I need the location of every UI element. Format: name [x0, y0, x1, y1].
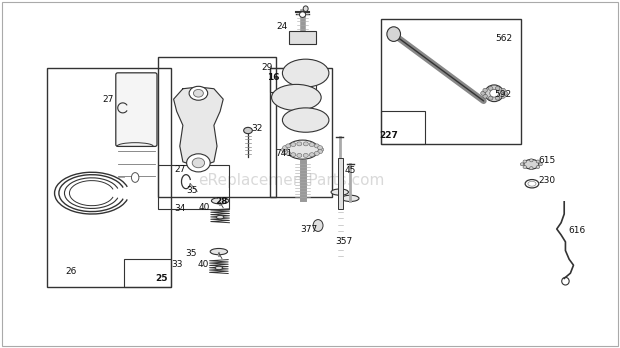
Ellipse shape [291, 143, 296, 147]
FancyBboxPatch shape [116, 73, 157, 147]
Ellipse shape [529, 167, 533, 170]
Text: eReplacementParts.com: eReplacementParts.com [198, 173, 384, 189]
Ellipse shape [187, 154, 210, 172]
Ellipse shape [539, 163, 542, 166]
Ellipse shape [483, 94, 487, 98]
Ellipse shape [193, 89, 203, 97]
Ellipse shape [501, 94, 505, 98]
Bar [381, 19, 521, 144]
Ellipse shape [495, 96, 500, 100]
Text: 35: 35 [187, 186, 198, 195]
Ellipse shape [216, 215, 224, 219]
Ellipse shape [523, 166, 526, 168]
Text: 27: 27 [103, 95, 114, 104]
Ellipse shape [536, 160, 539, 163]
Ellipse shape [503, 91, 508, 95]
Ellipse shape [297, 153, 302, 157]
Text: 40: 40 [199, 203, 210, 212]
Ellipse shape [309, 143, 314, 147]
Ellipse shape [528, 181, 536, 186]
Ellipse shape [291, 153, 296, 157]
Text: 45: 45 [345, 166, 356, 175]
Ellipse shape [211, 198, 229, 204]
Text: 33: 33 [171, 260, 182, 269]
Bar [158, 165, 229, 209]
Ellipse shape [485, 85, 503, 102]
Ellipse shape [501, 88, 505, 92]
Ellipse shape [529, 159, 533, 162]
Ellipse shape [286, 144, 291, 148]
Ellipse shape [490, 89, 498, 97]
Ellipse shape [192, 158, 205, 168]
Ellipse shape [342, 195, 359, 201]
Ellipse shape [495, 86, 500, 90]
Ellipse shape [524, 159, 539, 169]
Ellipse shape [317, 145, 322, 150]
Bar [158, 57, 276, 197]
Text: 25: 25 [155, 274, 167, 283]
Ellipse shape [314, 144, 319, 148]
Bar [270, 68, 316, 92]
Ellipse shape [286, 140, 319, 159]
Ellipse shape [313, 220, 323, 231]
Ellipse shape [523, 160, 526, 163]
Text: 741: 741 [275, 149, 293, 158]
Ellipse shape [489, 96, 493, 100]
Text: 40: 40 [198, 260, 209, 269]
Ellipse shape [387, 27, 401, 41]
Text: 34: 34 [174, 204, 185, 213]
Ellipse shape [480, 91, 485, 95]
Text: 24: 24 [277, 22, 288, 31]
Bar [381, 111, 425, 144]
Bar [338, 158, 343, 209]
Ellipse shape [303, 6, 308, 11]
Polygon shape [174, 87, 223, 167]
Ellipse shape [536, 166, 539, 168]
Text: 27: 27 [174, 165, 185, 174]
Ellipse shape [272, 84, 321, 111]
Ellipse shape [319, 148, 324, 152]
Text: 616: 616 [568, 226, 585, 235]
Text: 32: 32 [252, 124, 263, 133]
Text: 28: 28 [216, 197, 228, 206]
Text: 592: 592 [494, 90, 512, 99]
Ellipse shape [283, 150, 288, 154]
Ellipse shape [317, 150, 322, 154]
Ellipse shape [299, 12, 306, 17]
Text: 357: 357 [335, 237, 353, 246]
Ellipse shape [303, 153, 308, 157]
Ellipse shape [282, 59, 329, 87]
Ellipse shape [309, 153, 314, 157]
Text: 16: 16 [267, 73, 280, 82]
Text: 35: 35 [185, 249, 197, 258]
Ellipse shape [331, 189, 348, 195]
Text: 227: 227 [379, 131, 398, 140]
Text: 377: 377 [300, 225, 317, 234]
Ellipse shape [131, 173, 139, 182]
Ellipse shape [286, 151, 291, 156]
Ellipse shape [520, 163, 524, 166]
Ellipse shape [303, 142, 308, 146]
Text: 615: 615 [538, 156, 556, 165]
Bar [270, 68, 332, 197]
Ellipse shape [189, 86, 208, 100]
Ellipse shape [215, 266, 223, 270]
Ellipse shape [297, 142, 302, 146]
Ellipse shape [210, 248, 228, 255]
Ellipse shape [281, 148, 286, 152]
Bar [46, 68, 170, 287]
Text: 562: 562 [495, 34, 512, 44]
Ellipse shape [314, 151, 319, 156]
Text: 29: 29 [261, 63, 272, 72]
Ellipse shape [489, 86, 493, 90]
Ellipse shape [483, 88, 487, 92]
Ellipse shape [283, 145, 288, 150]
Text: 230: 230 [538, 176, 556, 185]
Bar [289, 31, 316, 44]
Ellipse shape [282, 108, 329, 132]
Bar [124, 259, 170, 287]
Ellipse shape [244, 127, 252, 134]
Text: 26: 26 [66, 267, 77, 276]
